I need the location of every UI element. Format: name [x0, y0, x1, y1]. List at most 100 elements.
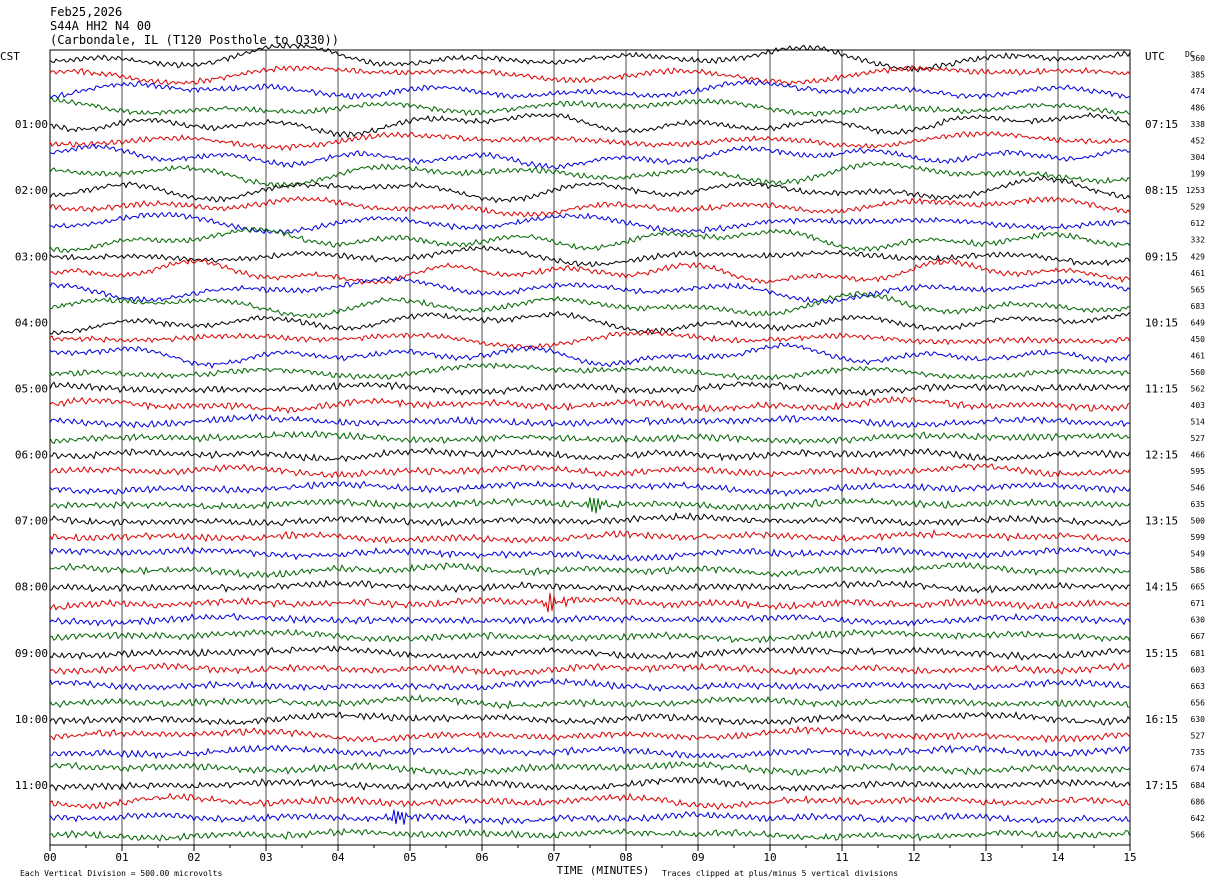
x-tick-label: 07 — [547, 851, 560, 864]
left-time-label: 09:00 — [15, 647, 48, 660]
trace-line-46 — [49, 809, 1131, 826]
dc-offset-label: 565 — [1191, 285, 1206, 294]
right-time-label: 12:15 — [1145, 449, 1178, 462]
x-axis-title: TIME (MINUTES) — [557, 864, 650, 877]
right-time-label: 10:15 — [1145, 316, 1178, 329]
trace-line-5 — [49, 130, 1131, 152]
dc-offset-label: 586 — [1191, 566, 1206, 575]
dc-offset-label: 474 — [1191, 87, 1206, 96]
x-tick-label: 03 — [259, 851, 272, 864]
dc-offset-label: 630 — [1191, 616, 1206, 625]
x-tick-label: 08 — [619, 851, 632, 864]
dc-offset-label: 199 — [1191, 170, 1206, 179]
trace-line-23 — [49, 430, 1131, 445]
dc-offset-label: 461 — [1191, 269, 1206, 278]
right-time-label: 09:15 — [1145, 250, 1178, 263]
x-tick-label: 01 — [115, 851, 128, 864]
trace-line-45 — [49, 792, 1131, 811]
left-time-label: 05:00 — [15, 382, 48, 395]
trace-line-2 — [49, 79, 1131, 100]
x-tick-label: 13 — [979, 851, 992, 864]
trace-line-25 — [49, 463, 1131, 479]
trace-line-8 — [49, 175, 1131, 204]
trace-line-13 — [49, 257, 1131, 285]
left-time-label: 11:00 — [15, 779, 48, 792]
dc-offset-label: 549 — [1191, 550, 1206, 559]
trace-line-40 — [49, 710, 1131, 726]
dc-offset-label: 656 — [1191, 698, 1206, 707]
dc-offset-label: 681 — [1191, 649, 1206, 658]
right-time-label: 16:15 — [1145, 713, 1178, 726]
trace-line-22 — [49, 413, 1131, 429]
dc-offset-label: 562 — [1191, 384, 1206, 393]
dc-offset-label: 486 — [1191, 104, 1206, 113]
trace-line-47 — [49, 827, 1131, 842]
dc-offset-label: 529 — [1191, 203, 1206, 212]
dc-offset-label: 603 — [1191, 665, 1206, 674]
header-location: (Carbondale, IL (T120 Posthole to Q330)) — [50, 33, 339, 47]
trace-line-24 — [49, 447, 1131, 463]
trace-line-41 — [49, 725, 1131, 744]
dc-offset-label: 500 — [1191, 517, 1206, 526]
trace-line-11 — [49, 226, 1131, 254]
right-time-label: 13:15 — [1145, 515, 1178, 528]
dc-offset-label: 612 — [1191, 219, 1206, 228]
trace-line-29 — [49, 528, 1131, 545]
trace-line-0 — [49, 41, 1131, 73]
right-time-label: 08:15 — [1145, 184, 1178, 197]
dc-offset-label: 403 — [1191, 401, 1206, 410]
trace-line-18 — [49, 342, 1131, 369]
trace-line-12 — [49, 244, 1131, 268]
x-tick-label: 05 — [403, 851, 416, 864]
trace-line-37 — [49, 662, 1131, 678]
dc-offset-label: 595 — [1191, 467, 1206, 476]
right-timezone-label: UTC — [1145, 50, 1165, 63]
trace-line-39 — [49, 693, 1131, 710]
x-tick-label: 10 — [763, 851, 776, 864]
x-tick-label: 00 — [43, 851, 56, 864]
left-timezone-label: CST — [0, 50, 20, 63]
header-date: Feb25,2026 — [50, 5, 123, 19]
trace-line-27 — [49, 496, 1131, 514]
dc-offset-label: 385 — [1191, 71, 1206, 80]
left-time-label: 07:00 — [15, 515, 48, 528]
left-time-label: 01:00 — [15, 118, 48, 131]
dc-offset-label: 686 — [1191, 797, 1206, 806]
dc-offset-label: 667 — [1191, 632, 1206, 641]
dc-offset-label: 671 — [1191, 599, 1206, 608]
dc-offset-label: 566 — [1191, 830, 1206, 839]
right-time-label: 17:15 — [1145, 779, 1178, 792]
x-tick-label: 14 — [1051, 851, 1065, 864]
trace-line-44 — [49, 776, 1131, 793]
dc-offset-label: 527 — [1191, 434, 1206, 443]
right-time-label: 11:15 — [1145, 382, 1178, 395]
dc-offset-label: 514 — [1191, 417, 1206, 426]
dc-offset-label: 304 — [1191, 153, 1206, 162]
trace-line-31 — [49, 561, 1131, 579]
trace-line-19 — [49, 362, 1131, 381]
right-time-label: 14:15 — [1145, 581, 1178, 594]
dc-offset-label: 735 — [1191, 748, 1206, 757]
dc-offset-label: 360 — [1191, 54, 1206, 63]
dc-offset-label: 560 — [1191, 368, 1206, 377]
x-tick-label: 09 — [691, 851, 704, 864]
trace-line-6 — [49, 144, 1131, 170]
grid — [49, 49, 1131, 851]
trace-line-21 — [49, 395, 1130, 414]
dc-offset-label: 649 — [1191, 318, 1206, 327]
trace-line-38 — [49, 677, 1131, 693]
dc-offset-label: 674 — [1191, 764, 1206, 773]
left-time-label: 10:00 — [15, 713, 48, 726]
trace-line-1 — [49, 64, 1131, 86]
left-time-label: 03:00 — [15, 250, 48, 263]
dc-offset-label: 635 — [1191, 500, 1206, 509]
left-time-label: 02:00 — [15, 184, 48, 197]
dc-offset-label: 332 — [1191, 236, 1206, 245]
trace-line-43 — [49, 760, 1131, 777]
dc-offset-label: 527 — [1191, 731, 1206, 740]
right-time-label: 07:15 — [1145, 118, 1178, 131]
x-tick-label: 06 — [475, 851, 488, 864]
dc-offset-label: 546 — [1191, 484, 1206, 493]
trace-line-28 — [49, 511, 1131, 527]
trace-line-9 — [49, 195, 1131, 218]
